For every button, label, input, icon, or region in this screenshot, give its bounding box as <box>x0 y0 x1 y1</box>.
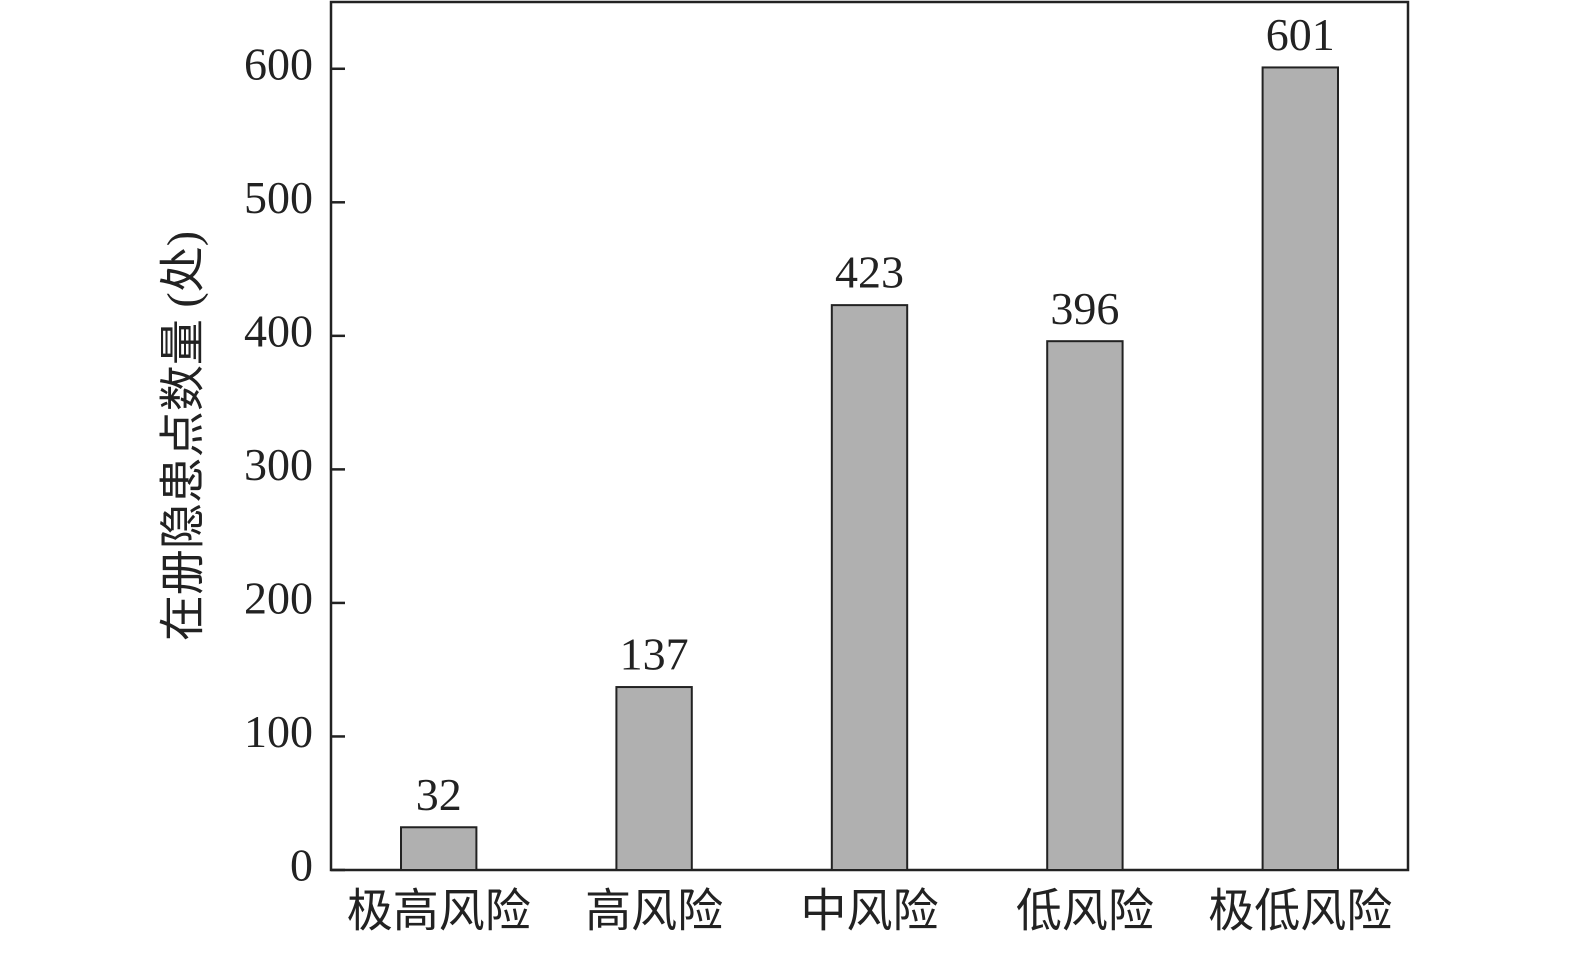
data-label: 396 <box>1050 283 1119 334</box>
bar <box>615 686 693 871</box>
data-label: 137 <box>620 629 689 680</box>
y-tick-label: 0 <box>290 840 313 891</box>
x-tick-label: 中风险 <box>801 886 939 937</box>
data-label: 32 <box>416 769 462 820</box>
bar <box>400 826 478 872</box>
x-tick-label: 高风险 <box>585 886 723 937</box>
data-label: 423 <box>835 247 904 298</box>
bar <box>1261 66 1339 872</box>
y-tick-label: 400 <box>244 305 313 356</box>
y-tick-label: 600 <box>244 38 313 89</box>
y-tick-label: 100 <box>244 706 313 757</box>
bar <box>830 304 909 871</box>
y-tick-label: 300 <box>244 439 313 490</box>
x-tick-label: 低风险 <box>1016 886 1154 937</box>
y-axis-label: 在册隐患点数量 (处) <box>158 231 209 641</box>
data-label: 601 <box>1266 9 1335 60</box>
bar <box>1046 340 1124 871</box>
y-tick-label: 500 <box>244 172 313 223</box>
y-tick-label: 200 <box>244 572 313 623</box>
x-tick-label: 极低风险 <box>1208 886 1392 937</box>
x-tick-label: 极高风险 <box>347 886 531 937</box>
